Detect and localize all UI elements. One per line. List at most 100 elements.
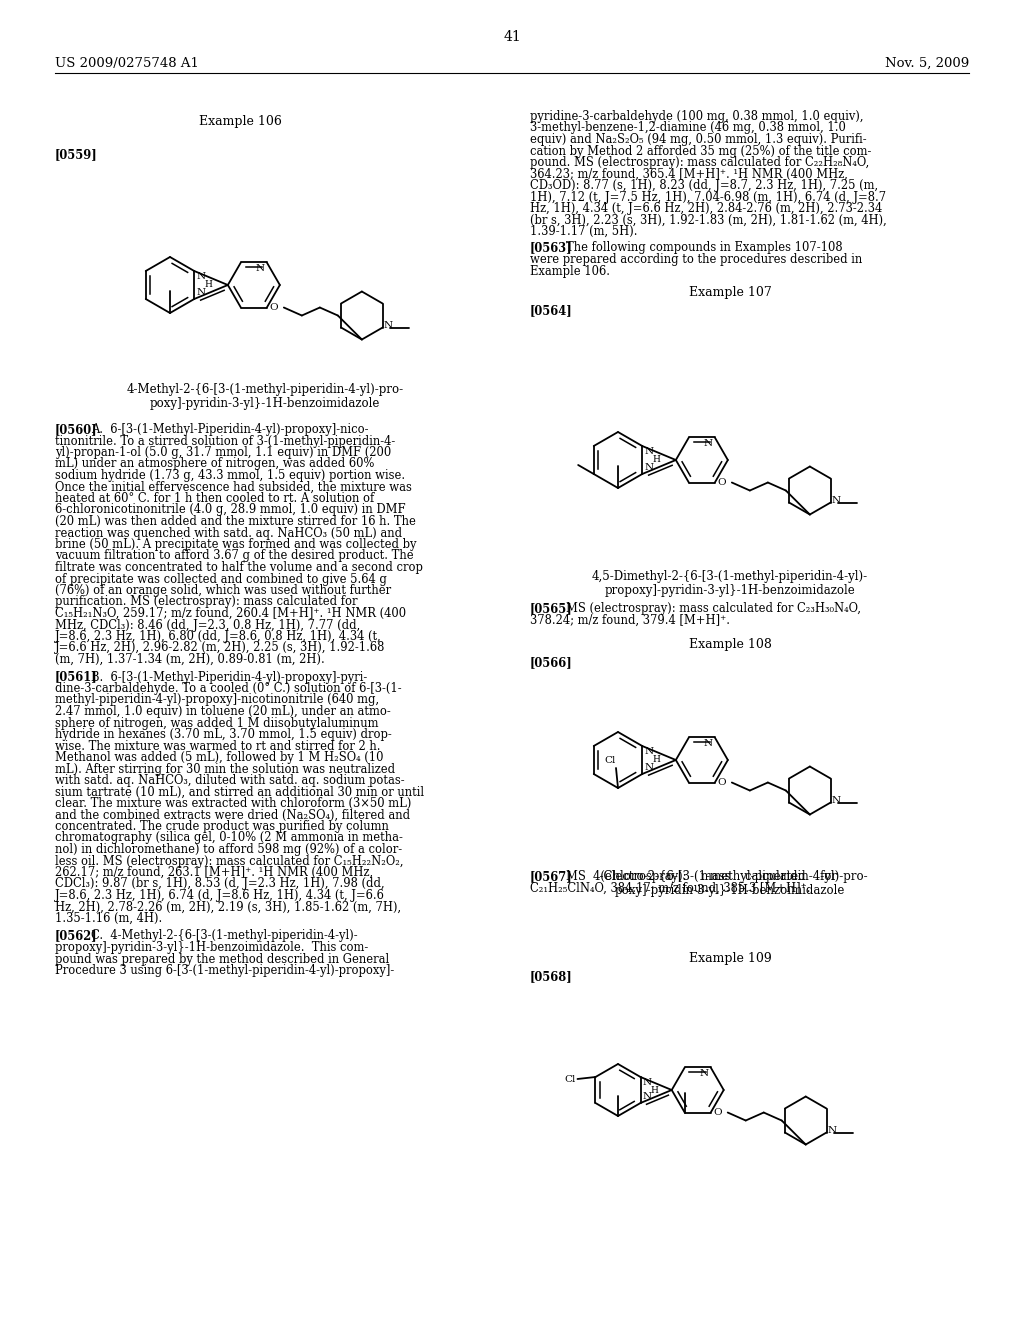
Text: MS    (electrospray):    mass    calculated    for: MS (electrospray): mass calculated for <box>566 870 837 883</box>
Text: [0561]: [0561] <box>55 671 97 684</box>
Text: C.  4-Methyl-2-{6-[3-(1-methyl-piperidin-4-yl)-: C. 4-Methyl-2-{6-[3-(1-methyl-piperidin-… <box>91 929 357 942</box>
Text: [0565]: [0565] <box>530 602 572 615</box>
Text: H: H <box>652 455 660 465</box>
Text: sodium hydride (1.73 g, 43.3 mmol, 1.5 equiv) portion wise.: sodium hydride (1.73 g, 43.3 mmol, 1.5 e… <box>55 469 406 482</box>
Text: [0568]: [0568] <box>530 970 572 983</box>
Text: J=6.6 Hz, 2H), 2.96-2.82 (m, 2H), 2.25 (s, 3H), 1.92-1.68: J=6.6 Hz, 2H), 2.96-2.82 (m, 2H), 2.25 (… <box>55 642 385 655</box>
Text: heated at 60° C. for 1 h then cooled to rt. A solution of: heated at 60° C. for 1 h then cooled to … <box>55 492 374 506</box>
Text: Example 109: Example 109 <box>688 952 771 965</box>
Text: [0563]: [0563] <box>530 242 572 255</box>
Text: 1H), 7.12 (t, J=7.5 Hz, 1H), 7.04-6.98 (m, 1H), 6.74 (d, J=8.7: 1H), 7.12 (t, J=7.5 Hz, 1H), 7.04-6.98 (… <box>530 190 886 203</box>
Text: C₁₅H₂₁N₃O, 259.17; m/z found, 260.4 [M+H]⁺. ¹H NMR (400: C₁₅H₂₁N₃O, 259.17; m/z found, 260.4 [M+H… <box>55 607 407 620</box>
Text: vacuum filtration to afford 3.67 g of the desired product. The: vacuum filtration to afford 3.67 g of th… <box>55 549 414 562</box>
Text: A.  6-[3-(1-Methyl-Piperidin-4-yl)-propoxy]-nico-: A. 6-[3-(1-Methyl-Piperidin-4-yl)-propox… <box>91 422 369 436</box>
Text: C₂₁H₂₅ClN₄O, 384.17; m/z found, 385.3 [M+H]⁺.: C₂₁H₂₅ClN₄O, 384.17; m/z found, 385.3 [M… <box>530 882 811 895</box>
Text: N: N <box>831 496 841 506</box>
Text: 1.39-1.17 (m, 5H).: 1.39-1.17 (m, 5H). <box>530 224 638 238</box>
Text: 41: 41 <box>503 30 521 44</box>
Text: N: N <box>831 796 841 805</box>
Text: Nov. 5, 2009: Nov. 5, 2009 <box>885 57 969 70</box>
Text: [0567]: [0567] <box>530 870 572 883</box>
Text: sium tartrate (10 mL), and stirred an additional 30 min or until: sium tartrate (10 mL), and stirred an ad… <box>55 785 424 799</box>
Text: of precipitate was collected and combined to give 5.64 g: of precipitate was collected and combine… <box>55 573 387 586</box>
Text: Example 108: Example 108 <box>688 638 771 651</box>
Text: O: O <box>270 304 279 312</box>
Text: Hz, 2H), 2.78-2.26 (m, 2H), 2.19 (s, 3H), 1.85-1.62 (m, 7H),: Hz, 2H), 2.78-2.26 (m, 2H), 2.19 (s, 3H)… <box>55 900 401 913</box>
Text: with satd. aq. NaHCO₃, diluted with satd. aq. sodium potas-: with satd. aq. NaHCO₃, diluted with satd… <box>55 774 404 787</box>
Text: [0559]: [0559] <box>55 148 97 161</box>
Text: N: N <box>644 447 653 455</box>
Text: H: H <box>652 755 660 764</box>
Text: (br s, 3H), 2.23 (s, 3H), 1.92-1.83 (m, 2H), 1.81-1.62 (m, 4H),: (br s, 3H), 2.23 (s, 3H), 1.92-1.83 (m, … <box>530 214 887 227</box>
Text: clear. The mixture was extracted with chloroform (3×50 mL): clear. The mixture was extracted with ch… <box>55 797 412 810</box>
Text: [0562]: [0562] <box>55 929 97 942</box>
Text: wise. The mixture was warmed to rt and stirred for 2 h.: wise. The mixture was warmed to rt and s… <box>55 739 381 752</box>
Text: N: N <box>699 1069 709 1078</box>
Text: MHz, CDCl₃): 8.46 (dd, J=2.3, 0.8 Hz, 1H), 7.77 (dd,: MHz, CDCl₃): 8.46 (dd, J=2.3, 0.8 Hz, 1H… <box>55 619 360 631</box>
Text: N: N <box>197 288 206 297</box>
Text: 4-Chloro-2-{6-[3-(1-methyl-piperidin-4-yl)-pro-: 4-Chloro-2-{6-[3-(1-methyl-piperidin-4-y… <box>592 870 867 883</box>
Text: equiv) and Na₂S₂O₅ (94 mg, 0.50 mmol, 1.3 equiv). Purifi-: equiv) and Na₂S₂O₅ (94 mg, 0.50 mmol, 1.… <box>530 133 866 147</box>
Text: Procedure 3 using 6-[3-(1-methyl-piperidin-4-yl)-propoxy]-: Procedure 3 using 6-[3-(1-methyl-piperid… <box>55 964 394 977</box>
Text: N: N <box>642 1078 651 1086</box>
Text: chromatography (silica gel, 0-10% (2 M ammonia in metha-: chromatography (silica gel, 0-10% (2 M a… <box>55 832 402 845</box>
Text: Once the initial effervescence had subsided, the mixture was: Once the initial effervescence had subsi… <box>55 480 412 494</box>
Text: 2.47 mmol, 1.0 equiv) in toluene (20 mL), under an atmo-: 2.47 mmol, 1.0 equiv) in toluene (20 mL)… <box>55 705 391 718</box>
Text: N: N <box>644 747 653 756</box>
Text: B.  6-[3-(1-Methyl-Piperidin-4-yl)-propoxy]-pyri-: B. 6-[3-(1-Methyl-Piperidin-4-yl)-propox… <box>91 671 368 684</box>
Text: Example 106: Example 106 <box>199 115 282 128</box>
Text: purification. MS (electrospray): mass calculated for: purification. MS (electrospray): mass ca… <box>55 595 357 609</box>
Text: yl)-propan-1-ol (5.0 g, 31.7 mmol, 1.1 equiv) in DMF (200: yl)-propan-1-ol (5.0 g, 31.7 mmol, 1.1 e… <box>55 446 391 459</box>
Text: (76%) of an orange solid, which was used without further: (76%) of an orange solid, which was used… <box>55 583 391 597</box>
Text: hydride in hexanes (3.70 mL, 3.70 mmol, 1.5 equiv) drop-: hydride in hexanes (3.70 mL, 3.70 mmol, … <box>55 729 392 741</box>
Text: O: O <box>718 478 726 487</box>
Text: tinonitrile. To a stirred solution of 3-(1-methyl-piperidin-4-: tinonitrile. To a stirred solution of 3-… <box>55 434 395 447</box>
Text: J=8.6, 2.3 Hz, 1H), 6.74 (d, J=8.6 Hz, 1H), 4.34 (t, J=6.6: J=8.6, 2.3 Hz, 1H), 6.74 (d, J=8.6 Hz, 1… <box>55 888 385 902</box>
Text: O: O <box>714 1107 722 1117</box>
Text: mL). After stirring for 30 min the solution was neutralized: mL). After stirring for 30 min the solut… <box>55 763 395 776</box>
Text: Example 106.: Example 106. <box>530 264 610 277</box>
Text: cation by Method 2 afforded 35 mg (25%) of the title com-: cation by Method 2 afforded 35 mg (25%) … <box>530 144 871 157</box>
Text: H: H <box>204 280 212 289</box>
Text: (m, 7H), 1.37-1.34 (m, 2H), 0.89-0.81 (m, 2H).: (m, 7H), 1.37-1.34 (m, 2H), 0.89-0.81 (m… <box>55 653 325 667</box>
Text: J=8.6, 2.3 Hz, 1H), 6.80 (dd, J=8.6, 0.8 Hz, 1H), 4.34 (t,: J=8.6, 2.3 Hz, 1H), 6.80 (dd, J=8.6, 0.8… <box>55 630 382 643</box>
Text: N: N <box>644 463 653 473</box>
Text: N: N <box>256 264 265 273</box>
Text: 4,5-Dimethyl-2-{6-[3-(1-methyl-piperidin-4-yl)-: 4,5-Dimethyl-2-{6-[3-(1-methyl-piperidin… <box>592 570 868 583</box>
Text: brine (50 mL). A precipitate was formed and was collected by: brine (50 mL). A precipitate was formed … <box>55 539 417 550</box>
Text: methyl-piperidin-4-yl)-propoxy]-nicotinonitrile (640 mg,: methyl-piperidin-4-yl)-propoxy]-nicotino… <box>55 693 379 706</box>
Text: The following compounds in Examples 107-108: The following compounds in Examples 107-… <box>566 242 843 255</box>
Text: N: N <box>644 763 653 772</box>
Text: US 2009/0275748 A1: US 2009/0275748 A1 <box>55 57 199 70</box>
Text: nol) in dichloromethane) to afford 598 mg (92%) of a color-: nol) in dichloromethane) to afford 598 m… <box>55 843 402 855</box>
Text: mL) under an atmosphere of nitrogen, was added 60%: mL) under an atmosphere of nitrogen, was… <box>55 458 375 470</box>
Text: dine-3-carbaldehyde. To a cooled (0° C.) solution of 6-[3-(1-: dine-3-carbaldehyde. To a cooled (0° C.)… <box>55 682 401 696</box>
Text: CD₃OD): 8.77 (s, 1H), 8.23 (dd, J=8.7, 2.3 Hz, 1H), 7.25 (m,: CD₃OD): 8.77 (s, 1H), 8.23 (dd, J=8.7, 2… <box>530 180 879 191</box>
Text: were prepared according to the procedures described in: were prepared according to the procedure… <box>530 253 862 267</box>
Text: Example 107: Example 107 <box>688 286 771 300</box>
Text: 1.35-1.16 (m, 4H).: 1.35-1.16 (m, 4H). <box>55 912 162 925</box>
Text: and the combined extracts were dried (Na₂SO₄), filtered and: and the combined extracts were dried (Na… <box>55 808 411 821</box>
Text: N: N <box>703 739 713 748</box>
Text: filtrate was concentrated to half the volume and a second crop: filtrate was concentrated to half the vo… <box>55 561 423 574</box>
Text: propoxy]-pyridin-3-yl}-1H-benzoimidazole.  This com-: propoxy]-pyridin-3-yl}-1H-benzoimidazole… <box>55 941 369 954</box>
Text: pyridine-3-carbaldehyde (100 mg, 0.38 mmol, 1.0 equiv),: pyridine-3-carbaldehyde (100 mg, 0.38 mm… <box>530 110 863 123</box>
Text: less oil. MS (electrospray): mass calculated for C₁₅H₂₂N₂O₂,: less oil. MS (electrospray): mass calcul… <box>55 854 403 867</box>
Text: O: O <box>718 777 726 787</box>
Text: poxy]-pyridin-3-yl}-1H-benzoimidazole: poxy]-pyridin-3-yl}-1H-benzoimidazole <box>150 397 380 411</box>
Text: [0560]: [0560] <box>55 422 97 436</box>
Text: pound. MS (electrospray): mass calculated for C₂₂H₂₈N₄O,: pound. MS (electrospray): mass calculate… <box>530 156 869 169</box>
Text: [0566]: [0566] <box>530 656 572 669</box>
Text: N: N <box>197 272 206 281</box>
Text: poxy]-pyridin-3-yl}-1H-benzoimidazole: poxy]-pyridin-3-yl}-1H-benzoimidazole <box>614 884 845 898</box>
Text: Cl: Cl <box>564 1074 575 1084</box>
Text: CDCl₃): 9.87 (br s, 1H), 8.53 (d, J=2.3 Hz, 1H), 7.98 (dd,: CDCl₃): 9.87 (br s, 1H), 8.53 (d, J=2.3 … <box>55 878 385 891</box>
Text: propoxy]-pyridin-3-yl}-1H-benzoimidazole: propoxy]-pyridin-3-yl}-1H-benzoimidazole <box>604 583 855 597</box>
Text: pound was prepared by the method described in General: pound was prepared by the method describ… <box>55 953 389 965</box>
Text: (20 mL) was then added and the mixture stirred for 16 h. The: (20 mL) was then added and the mixture s… <box>55 515 416 528</box>
Text: N: N <box>384 321 393 330</box>
Text: N: N <box>827 1126 837 1135</box>
Text: 3-methyl-benzene-1,2-diamine (46 mg, 0.38 mmol, 1.0: 3-methyl-benzene-1,2-diamine (46 mg, 0.3… <box>530 121 846 135</box>
Text: N: N <box>642 1092 651 1101</box>
Text: Methanol was added (5 mL), followed by 1 M H₂SO₄ (10: Methanol was added (5 mL), followed by 1… <box>55 751 384 764</box>
